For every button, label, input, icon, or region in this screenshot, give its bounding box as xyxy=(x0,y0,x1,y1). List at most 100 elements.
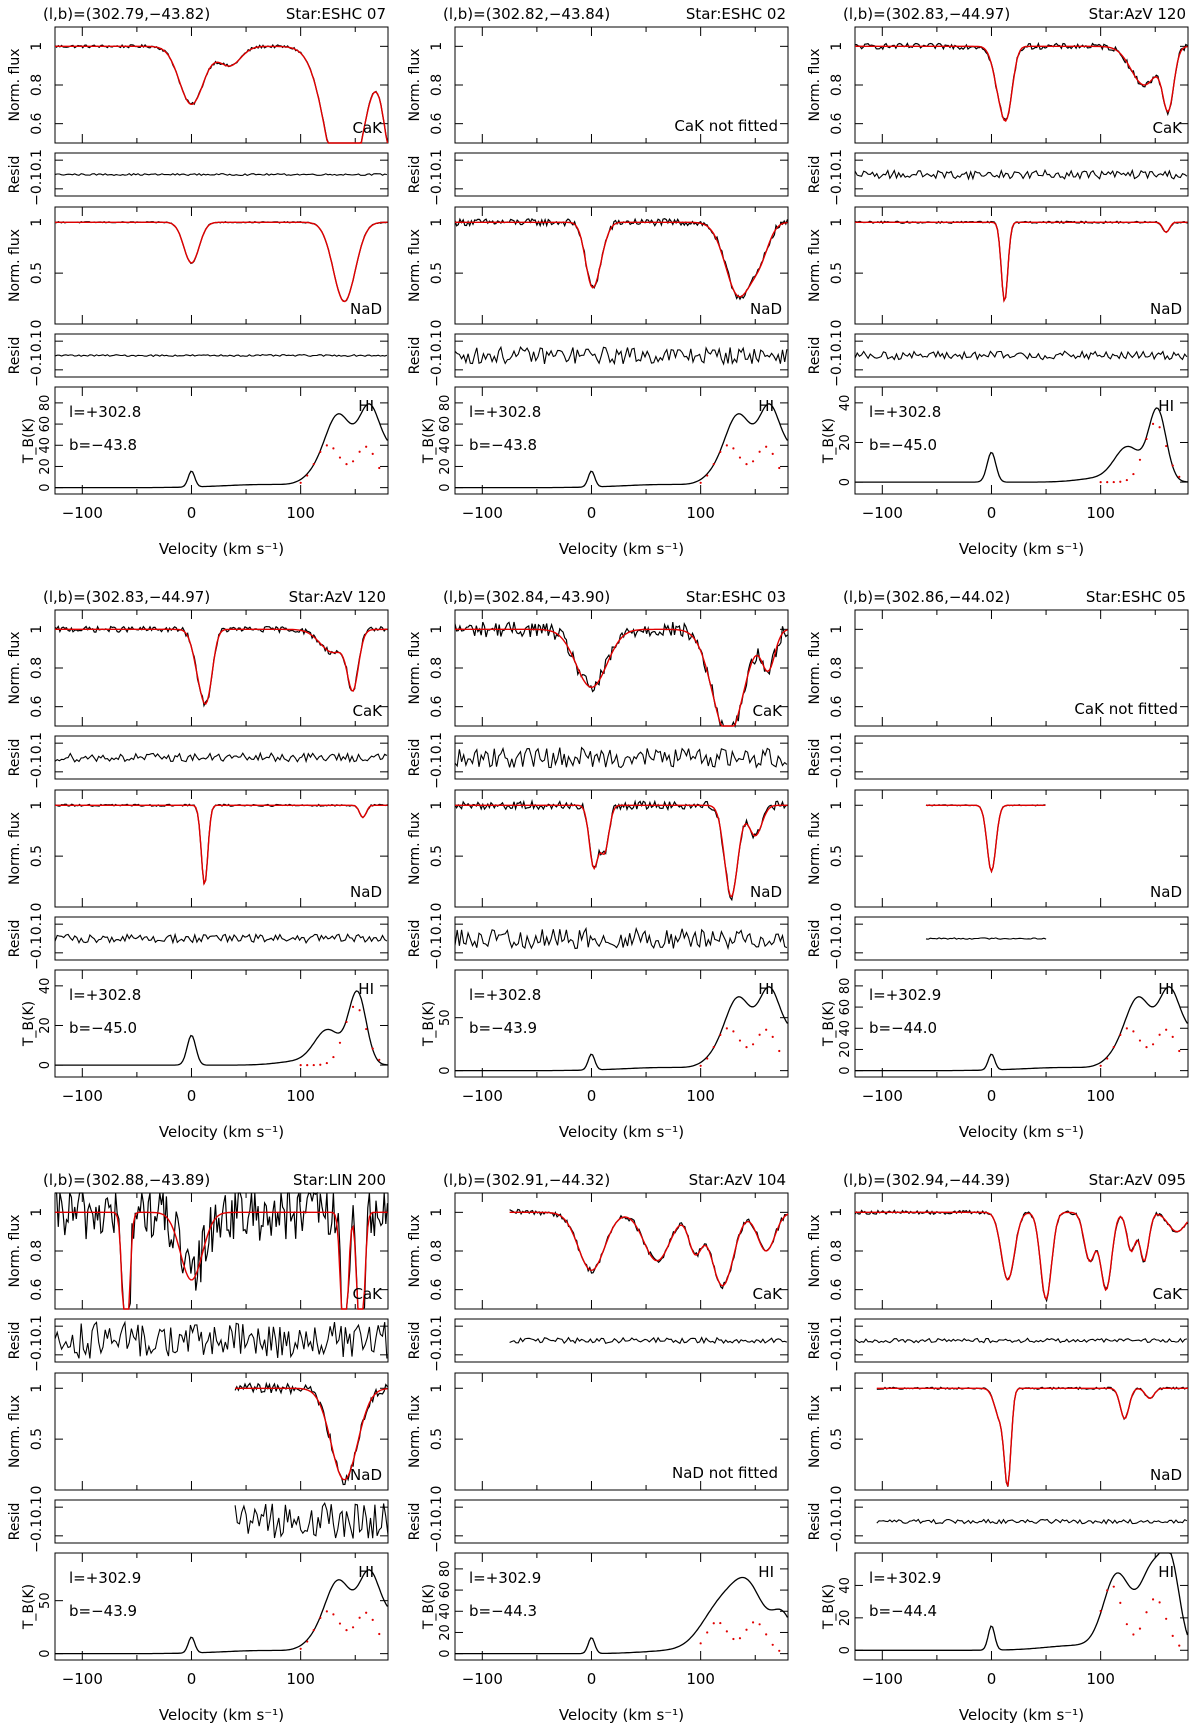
hi-panel xyxy=(854,969,1189,1078)
hi-model-point xyxy=(351,460,355,463)
hi-model-point xyxy=(712,462,715,466)
hi-y-tick-label: 40 xyxy=(38,978,53,995)
x-axis-label: Velocity (km s⁻¹) xyxy=(559,1123,684,1141)
y-tick-label: 0 xyxy=(429,1486,445,1495)
nad-not-fitted-label: NaD not fitted xyxy=(672,1464,778,1482)
hi-model-point xyxy=(1125,1027,1128,1030)
y-tick-label: 0.1 xyxy=(429,330,445,352)
cak-residual-panel xyxy=(54,152,389,197)
resid-ylabel: Resid xyxy=(807,920,823,958)
hi-l-value: l=+302.8 xyxy=(69,403,141,421)
hi-model-point xyxy=(1138,1627,1142,1630)
y-tick-label: −0.1 xyxy=(29,1338,45,1372)
y-tick-label: 0.5 xyxy=(29,845,45,867)
hi-ylabel: T_B(K) xyxy=(21,1001,37,1047)
nad-ylabel: Norm. flux xyxy=(807,1395,823,1468)
y-tick-label: −0.1 xyxy=(429,172,445,206)
nad-panel xyxy=(854,1372,1189,1491)
nad-model-fit xyxy=(55,221,388,303)
x-tick-label: −100 xyxy=(862,1670,903,1688)
hi-y-tick-label: 50 xyxy=(38,1592,53,1609)
cak-label: CaK xyxy=(1152,1285,1183,1303)
hi-model-point xyxy=(358,1009,361,1012)
hi-model-point xyxy=(378,1058,381,1061)
hi-profile xyxy=(855,1552,1189,1651)
hi-model-point xyxy=(732,1030,735,1033)
nad-label: NaD xyxy=(350,1466,382,1484)
hi-model-point xyxy=(345,463,348,466)
hi-model-point xyxy=(1158,1601,1161,1604)
resid-ylabel: Resid xyxy=(7,337,23,375)
y-tick-label: 0.5 xyxy=(429,262,445,284)
hi-model-point xyxy=(706,474,709,477)
y-tick-label: 0.6 xyxy=(29,112,45,134)
y-tick-label: 1 xyxy=(829,1384,845,1393)
hi-model-point xyxy=(306,1640,309,1643)
panel-star-name: Star:AzV 120 xyxy=(1089,5,1186,23)
hi-y-tick-label: 20 xyxy=(438,1624,453,1641)
y-tick-label: 0.1 xyxy=(429,1496,445,1518)
nad-panel xyxy=(454,789,789,908)
x-tick-label: 100 xyxy=(286,504,315,522)
hi-model-point xyxy=(699,1064,702,1067)
hi-model-point xyxy=(338,1622,342,1625)
nad-residual-panel xyxy=(854,1499,1189,1544)
hi-label: HI xyxy=(758,397,774,415)
nad-label: NaD xyxy=(1150,300,1182,318)
hi-y-tick-label: 0 xyxy=(838,478,853,486)
cak-panel xyxy=(454,609,789,727)
hi-b-value: b=−44.0 xyxy=(869,1019,937,1037)
hi-y-tick-label: 60 xyxy=(838,999,853,1016)
hi-panel xyxy=(54,969,389,1078)
panel-star-name: Star:ESHC 02 xyxy=(686,5,786,23)
x-axis-label: Velocity (km s⁻¹) xyxy=(559,1706,684,1724)
x-axis-label: Velocity (km s⁻¹) xyxy=(159,540,284,558)
cak-ylabel: Norm. flux xyxy=(7,631,23,704)
nad-panel xyxy=(454,206,789,325)
y-tick-label: −0.1 xyxy=(829,172,845,206)
cak-observed-spectrum xyxy=(854,41,1188,121)
hi-y-tick-label: 60 xyxy=(38,416,53,433)
cak-residuals xyxy=(454,746,788,769)
hi-model-point xyxy=(358,1616,361,1619)
nad-panel xyxy=(54,206,389,325)
hi-model-point xyxy=(771,452,774,455)
x-tick-label: 100 xyxy=(286,1087,315,1105)
hi-y-tick-label: 40 xyxy=(38,437,53,454)
y-tick-label: −0.1 xyxy=(29,172,45,206)
y-tick-label: 1 xyxy=(29,42,45,51)
hi-model-point xyxy=(325,444,328,447)
hi-b-value: b=−43.8 xyxy=(469,436,537,454)
hi-model-point xyxy=(758,450,761,453)
hi-model-point xyxy=(1171,1634,1174,1637)
panel-coords: (l,b)=(302.79,−43.82) xyxy=(43,5,210,23)
resid-ylabel: Resid xyxy=(407,920,423,958)
y-tick-label: 0.8 xyxy=(429,1240,445,1262)
hi-profile xyxy=(855,986,1189,1072)
hi-model-point xyxy=(299,1064,302,1067)
hi-model-point xyxy=(1132,472,1135,476)
x-tick-label: 0 xyxy=(987,1087,997,1105)
hi-model-point xyxy=(725,1027,728,1030)
panel-coords: (l,b)=(302.83,−44.97) xyxy=(43,588,210,606)
y-tick-label: 0.5 xyxy=(829,1428,845,1450)
hi-model-point xyxy=(299,1647,302,1650)
hi-model-point xyxy=(351,1005,355,1008)
hi-model-point xyxy=(365,445,368,448)
hi-model-point xyxy=(758,1033,761,1036)
nad-model-fit xyxy=(55,804,388,886)
hi-model-point xyxy=(699,1642,702,1645)
hi-ylabel: T_B(K) xyxy=(21,418,37,464)
hi-y-tick-label: 40 xyxy=(438,437,453,454)
hi-y-tick-label: 0 xyxy=(438,1650,453,1658)
x-tick-label: −100 xyxy=(862,1087,903,1105)
panel-6: (l,b)=(302.86,−44.02) Star:ESHC 05 Norm. f… xyxy=(807,588,1189,1141)
cak-ylabel: Norm. flux xyxy=(7,1214,23,1287)
y-tick-label: 1 xyxy=(829,42,845,51)
hi-model-point xyxy=(765,1633,768,1636)
nad-model-fit xyxy=(455,804,788,898)
panel-9: (l,b)=(302.94,−44.39) Star:AzV 095 Norm. f… xyxy=(807,1171,1189,1724)
hi-model-point xyxy=(1125,1623,1128,1626)
hi-label: HI xyxy=(358,1563,374,1581)
nad-ylabel: Norm. flux xyxy=(407,812,423,885)
